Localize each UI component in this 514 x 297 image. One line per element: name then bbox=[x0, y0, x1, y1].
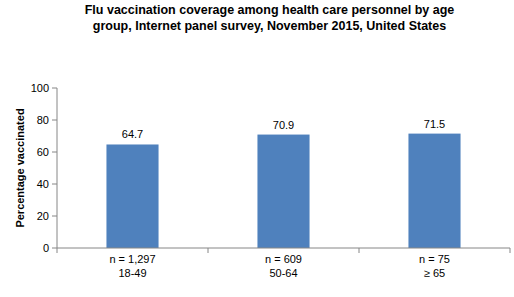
y-tick bbox=[52, 152, 57, 153]
x-tick-label: n = 75 ≥ 65 bbox=[419, 253, 450, 279]
title: Flu vaccination coverage among health ca… bbox=[72, 2, 467, 34]
x-tick-label: n = 1,297 18-49 bbox=[109, 253, 155, 279]
bar bbox=[106, 144, 158, 248]
y-tick bbox=[52, 216, 57, 217]
x-tick-label: n = 609 50-64 bbox=[265, 253, 302, 279]
y-tick-label: 40 bbox=[37, 178, 49, 190]
chart: Percentage vaccinated 64.7 70.9 71.5 0 20 40 60… bbox=[0, 0, 514, 297]
x-tick-label-line: ≥ 65 bbox=[424, 267, 445, 279]
y-tick-label: 20 bbox=[37, 210, 49, 222]
y-tick bbox=[52, 248, 57, 249]
y-tick bbox=[52, 184, 57, 185]
bars bbox=[106, 134, 460, 248]
y-tick bbox=[52, 88, 57, 89]
x-tick-label-line: 50-64 bbox=[269, 267, 297, 279]
x-tick-label-line: n = 609 bbox=[265, 253, 302, 265]
x-tick-label-line: n = 75 bbox=[419, 253, 450, 265]
y-tick bbox=[52, 120, 57, 121]
x-tick bbox=[57, 248, 58, 253]
y-axis-line bbox=[57, 88, 58, 248]
bar bbox=[257, 135, 309, 248]
y-tick-label: 0 bbox=[43, 242, 49, 254]
x-tick-label-line: 18-49 bbox=[118, 267, 146, 279]
data-label: 71.5 bbox=[424, 118, 445, 130]
x-tick bbox=[208, 248, 209, 253]
data-label: 70.9 bbox=[273, 119, 294, 131]
y-axis-label: Percentage vaccinated bbox=[14, 108, 26, 227]
y-tick-label: 60 bbox=[37, 146, 49, 158]
x-tick bbox=[359, 248, 360, 253]
y-tick-label: 100 bbox=[31, 82, 49, 94]
x-axis-line bbox=[57, 248, 510, 249]
bar bbox=[408, 134, 460, 248]
x-tick-label-line: n = 1,297 bbox=[109, 253, 155, 265]
y-tick-label: 80 bbox=[37, 114, 49, 126]
data-label: 64.7 bbox=[122, 128, 143, 140]
x-tick bbox=[510, 248, 511, 253]
